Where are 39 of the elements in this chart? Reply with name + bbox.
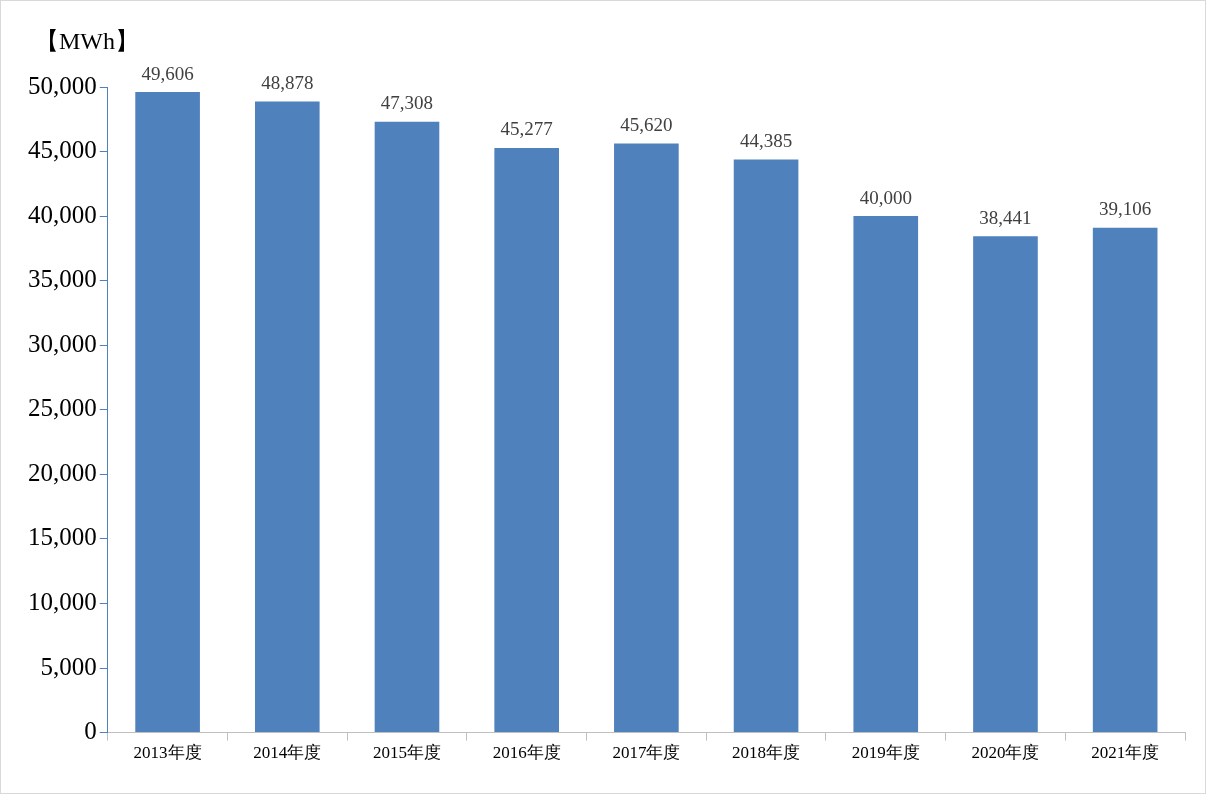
y-axis-title: 【MWh】 <box>35 28 139 55</box>
y-tick-label: 15,000 <box>28 523 97 551</box>
x-tick-label: 2016年度 <box>492 743 561 763</box>
y-tick-label: 40,000 <box>28 200 97 228</box>
x-tick-label: 2013年度 <box>133 743 202 763</box>
bar <box>1092 227 1158 733</box>
y-tick-label: 20,000 <box>28 458 97 486</box>
y-tick-label: 30,000 <box>28 329 97 357</box>
y-tick-label: 35,000 <box>28 265 97 293</box>
bar <box>374 121 440 733</box>
x-tick-label: 2014年度 <box>253 743 322 763</box>
y-tick-label: 0 <box>84 717 97 745</box>
bar <box>254 101 320 733</box>
data-label: 40,000 <box>859 186 912 208</box>
data-label: 38,441 <box>979 206 1032 228</box>
data-label: 44,385 <box>739 129 793 151</box>
data-label: 45,620 <box>620 114 673 136</box>
x-tick-label: 2015年度 <box>372 743 441 763</box>
bar <box>135 92 200 733</box>
bar <box>973 236 1038 733</box>
bar <box>853 216 919 733</box>
x-tick-label: 2017年度 <box>612 743 681 763</box>
y-tick-label: 5,000 <box>40 652 97 680</box>
x-tick-label: 2021年度 <box>1091 743 1160 763</box>
data-label: 45,277 <box>500 118 553 140</box>
y-tick-label: 25,000 <box>28 394 97 422</box>
x-tick-label: 2020年度 <box>971 743 1040 763</box>
bar <box>733 159 799 733</box>
x-tick-label: 2018年度 <box>732 743 801 763</box>
bar <box>614 143 679 733</box>
x-tick-label: 2019年度 <box>851 743 920 763</box>
bar <box>494 147 559 733</box>
y-tick-label: 10,000 <box>28 588 97 616</box>
y-tick-label: 50,000 <box>28 71 97 99</box>
data-label: 39,106 <box>1099 198 1152 220</box>
data-label: 48,878 <box>261 71 314 93</box>
data-label: 47,308 <box>380 92 434 114</box>
y-tick-label: 45,000 <box>28 136 97 164</box>
data-label: 49,606 <box>141 62 194 84</box>
